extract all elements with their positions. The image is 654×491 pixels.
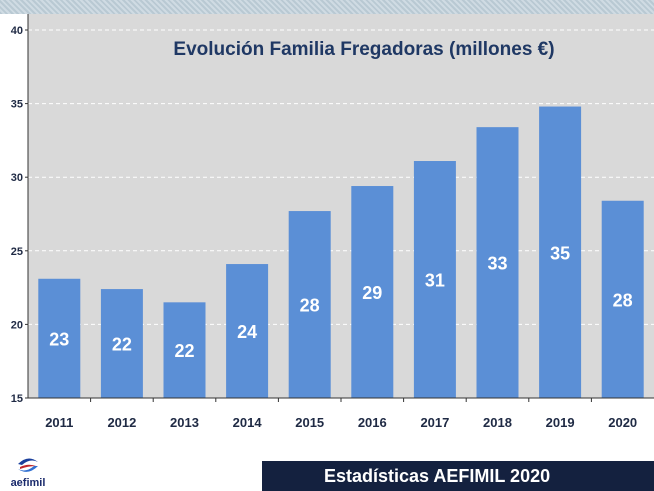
bar [163,302,206,398]
data-label: 22 [174,341,194,361]
bars [38,106,644,398]
data-label: 23 [49,329,69,349]
bar [226,264,269,398]
bar [476,127,519,398]
bar [100,289,143,398]
data-labels: 23 22 22 24 28 29 31 33 35 28 [49,243,632,361]
bar [38,278,81,398]
data-label: 28 [300,296,320,316]
data-label: 35 [550,243,570,263]
data-label: 28 [613,290,633,310]
bar [351,186,394,398]
bar [539,106,582,398]
y-tick-label: 40 [11,25,23,37]
x-tick-label: 2017 [420,415,449,430]
footer: aefimil Estadísticas AEFIMIL 2020 [0,454,654,491]
top-decorative-band [0,0,654,14]
logo-text: aefimil [10,477,46,489]
bar [288,211,331,398]
x-tick-label: 2020 [608,415,637,430]
x-tick-label: 2016 [358,415,387,430]
data-label: 31 [425,271,445,291]
x-tick-label: 2012 [107,415,136,430]
y-tick-label: 25 [11,246,23,258]
bar [601,200,644,398]
x-tick-label: 2018 [483,415,512,430]
bar [413,161,456,398]
x-tick-label: 2013 [170,415,199,430]
x-tick-label: 2014 [233,415,263,430]
aefimil-logo: aefimil [6,454,50,491]
data-label: 29 [362,283,382,303]
y-tick-label: 35 [11,99,23,111]
data-label: 33 [487,254,507,274]
data-label: 22 [112,335,132,355]
x-tick-label: 2019 [546,415,575,430]
x-tick-label: 2015 [295,415,324,430]
y-tick-label: 15 [11,393,23,405]
x-tick-labels: 2011 2012 2013 2014 2015 2016 2017 2018 2019 2020 [45,415,637,430]
y-tick-label: 20 [11,319,23,331]
chart-title: Evolución Familia Fregadoras (millones €… [173,39,554,60]
y-tick-label: 30 [11,172,23,184]
x-tick-label: 2011 [45,415,73,430]
footer-banner: Estadísticas AEFIMIL 2020 [262,461,654,491]
aefimil-logo-icon [18,458,38,472]
data-label: 24 [237,322,257,342]
y-tick-labels: 15 20 25 30 35 40 [11,25,23,405]
